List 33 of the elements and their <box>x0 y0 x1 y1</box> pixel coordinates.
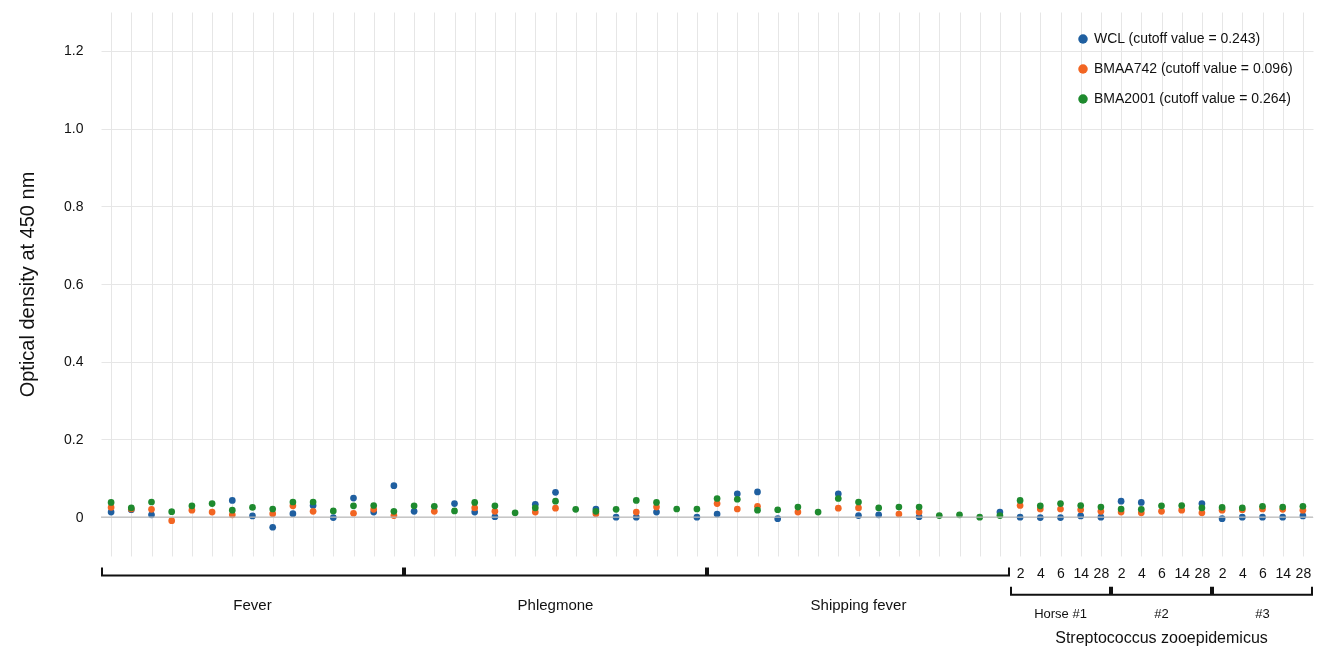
x-tick-label: 28 <box>1295 564 1312 581</box>
y-tick-label: 0.8 <box>64 197 84 214</box>
x-tick-label: 28 <box>1093 564 1110 581</box>
x-tick-label: 6 <box>1259 564 1268 581</box>
x-tick-label: 14 <box>1275 564 1292 581</box>
text: Streptococcus zooepidemicus <box>1055 628 1268 646</box>
text: Shipping fever <box>810 595 907 613</box>
legend-label: BMA2001 (cutoff value = 0.264) <box>1094 90 1292 106</box>
text: Phlegmone <box>517 595 594 613</box>
text: Fever <box>233 595 272 613</box>
x-tick-label: 4 <box>1238 564 1247 581</box>
y-tick-label: 0.4 <box>64 353 84 370</box>
y-tick-label: 1.0 <box>64 120 84 137</box>
text: Horse #1 <box>1034 606 1087 622</box>
x-tick-label: 6 <box>1158 564 1167 581</box>
y-tick-label: 0.2 <box>64 430 84 447</box>
x-tick-label: 14 <box>1174 564 1191 581</box>
text: #2 <box>1154 606 1169 622</box>
legend-label: WCL (cutoff value = 0.243) <box>1094 30 1261 46</box>
x-tick-label: 28 <box>1194 564 1211 581</box>
x-tick-label: 4 <box>1137 564 1146 581</box>
x-tick-label: 14 <box>1073 564 1090 581</box>
x-tick-label: 6 <box>1057 564 1066 581</box>
text: #3 <box>1255 606 1270 622</box>
y-axis-title: Optical density at 450 nm <box>16 171 39 398</box>
x-tick-label: 2 <box>1117 564 1126 581</box>
x-tick-label: 2 <box>1218 564 1227 581</box>
y-tick-label: 1.2 <box>64 42 84 59</box>
x-tick-label: 2 <box>1016 564 1025 581</box>
legend-label: BMAA742 (cutoff value = 0.096) <box>1094 60 1293 76</box>
y-tick-label: 0 <box>75 508 84 525</box>
y-tick-label: 0.6 <box>64 275 84 292</box>
x-tick-label: 4 <box>1036 564 1045 581</box>
